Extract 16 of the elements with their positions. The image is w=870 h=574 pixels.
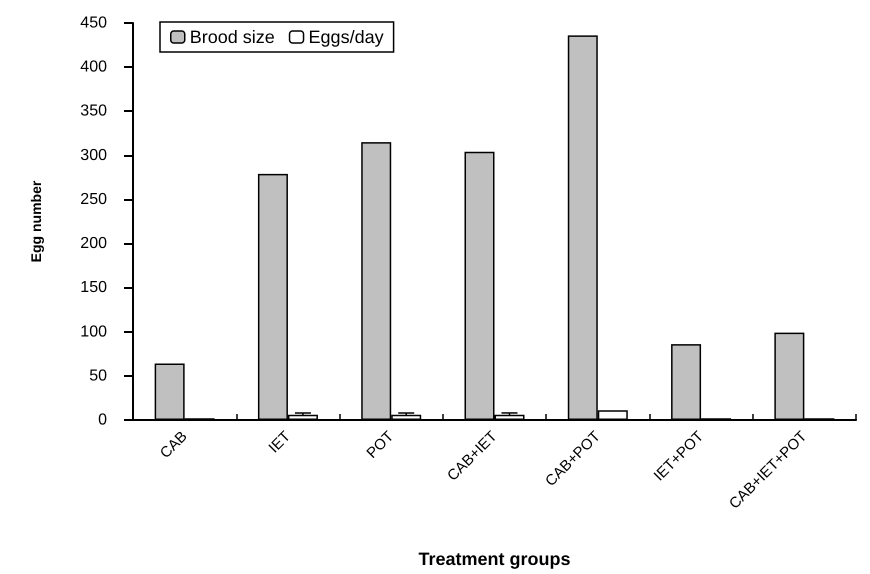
y-tick-label: 50: [89, 367, 108, 384]
y-tick-label: 0: [98, 412, 108, 428]
y-tick-label: 350: [80, 102, 108, 120]
y-tick-label: 100: [80, 323, 108, 340]
y-tick-label: 250: [80, 190, 108, 208]
legend-label: Brood size: [190, 27, 275, 47]
x-tick-label: IET: [265, 428, 294, 456]
y-tick-label: 150: [80, 279, 108, 296]
x-axis-title: Treatment groups: [418, 549, 571, 569]
y-tick-label: 400: [80, 58, 108, 76]
y-tick-label: 300: [80, 146, 108, 164]
x-tick-label: CAB: [156, 428, 191, 462]
y-tick-label: 450: [80, 14, 108, 32]
y-axis-title: Egg number: [28, 180, 44, 262]
y-tick-label: 200: [80, 235, 108, 252]
legend-label: Eggs/day: [308, 27, 384, 47]
